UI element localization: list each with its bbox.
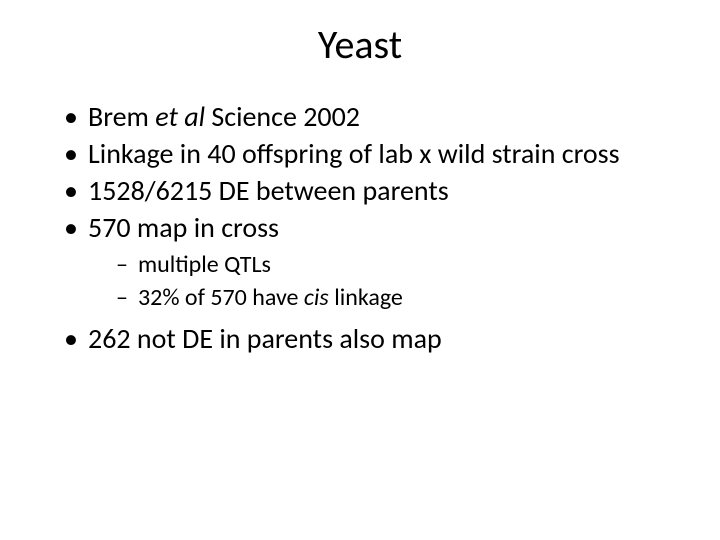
bullet-item: Linkage in 40 offspring of lab x wild st… (64, 136, 680, 171)
bullet-text: Linkage in 40 offspring of lab x wild st… (88, 136, 620, 171)
bullet-text: Brem (88, 99, 155, 134)
bullet-text-italic: et al (155, 99, 205, 134)
sub-bullet-text: 32% of 570 have (138, 283, 304, 312)
bullet-text: 262 not DE in parents also map (88, 321, 442, 356)
bullet-text: 570 map in cross (88, 210, 279, 245)
bullet-text: Science 2002 (205, 99, 360, 134)
bullet-text: 1528/6215 DE between parents (88, 173, 449, 208)
sub-bullet-text-italic: cis (304, 283, 329, 312)
bullet-item: 262 not DE in parents also map (64, 321, 680, 356)
slide-body: Brem et al Science 2002 Linkage in 40 of… (0, 99, 720, 356)
bullet-list: Brem et al Science 2002 Linkage in 40 of… (40, 99, 680, 356)
sub-bullet-text: multiple QTLs (138, 250, 271, 279)
sub-bullet-text: linkage (329, 283, 403, 312)
slide-title: Yeast (0, 20, 720, 69)
bullet-item: 1528/6215 DE between parents (64, 173, 680, 208)
bullet-item: 570 map in cross multiple QTLs 32% of 57… (64, 210, 680, 313)
sub-bullet-item: multiple QTLs (116, 249, 680, 280)
sub-bullet-item: 32% of 570 have cis linkage (116, 282, 680, 313)
sub-bullet-list: multiple QTLs 32% of 570 have cis linkag… (88, 249, 680, 313)
bullet-item: Brem et al Science 2002 (64, 99, 680, 134)
